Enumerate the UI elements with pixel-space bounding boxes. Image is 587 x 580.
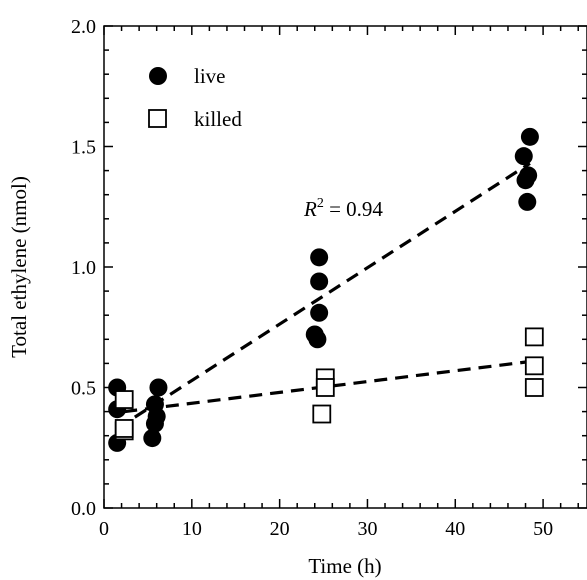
- point-live: [149, 378, 168, 397]
- point-killed: [524, 356, 544, 376]
- x-tick-label: 40: [445, 518, 465, 540]
- trendline-killed: [124, 359, 535, 414]
- point-live: [310, 303, 329, 322]
- point-live: [518, 192, 537, 211]
- data-points: [108, 127, 544, 452]
- r-squared-annotation: R2 = 0.94: [303, 196, 383, 221]
- point-live: [143, 429, 162, 448]
- r-squared-exponent: 2: [317, 196, 324, 211]
- point-killed: [114, 419, 134, 438]
- point-live: [514, 147, 533, 166]
- point-killed: [312, 404, 332, 424]
- legend-label-killed: killed: [194, 107, 242, 131]
- plot-frame: [103, 25, 587, 509]
- point-live: [308, 330, 327, 349]
- x-tick-label: 0: [99, 518, 109, 540]
- legend-marker-killed: [148, 109, 167, 128]
- x-tick-label: 10: [182, 518, 202, 540]
- x-tick-label: 20: [270, 518, 290, 540]
- point-killed: [524, 378, 544, 397]
- legend-label-live: live: [194, 64, 226, 88]
- point-live: [310, 272, 329, 291]
- trendlines: [116, 162, 535, 430]
- tick-labels: 0 10 20 30 40 50 0.0 0.5 1.0 1.5 2.0: [71, 16, 553, 540]
- y-tick-label: 2.0: [71, 16, 96, 38]
- point-live: [519, 166, 538, 185]
- x-axis-label: Time (h): [308, 554, 381, 578]
- y-tick-label: 1.5: [71, 137, 96, 159]
- point-live: [147, 407, 166, 426]
- r-squared-value: = 0.94: [324, 197, 384, 221]
- point-live: [520, 127, 539, 146]
- y-tick-label: 0.5: [71, 378, 96, 400]
- point-killed: [114, 390, 134, 409]
- trendline-live: [116, 162, 531, 430]
- point-live: [310, 248, 329, 267]
- r-squared-symbol: R: [303, 197, 317, 221]
- legend: live killed: [148, 64, 242, 131]
- x-tick-label: 30: [357, 518, 377, 540]
- legend-marker-live: [149, 67, 167, 85]
- point-killed: [315, 378, 335, 397]
- point-killed: [524, 327, 544, 347]
- y-axis-label: Total ethylene (nmol): [7, 176, 31, 358]
- x-tick-label: 50: [533, 518, 553, 540]
- y-tick-label: 1.0: [71, 257, 96, 279]
- y-tick-label: 0.0: [71, 498, 96, 520]
- axis-ticks: [103, 25, 587, 509]
